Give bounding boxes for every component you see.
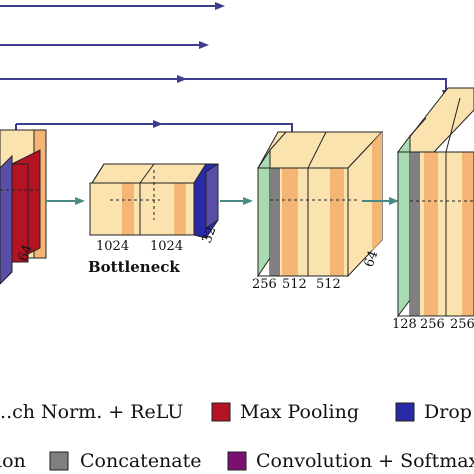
legend-label-max-pooling: Max Pooling bbox=[240, 401, 359, 423]
skip-connections bbox=[0, 2, 450, 143]
bn-relu-layer bbox=[462, 152, 474, 316]
encoder-channel-label: 64 bbox=[16, 243, 36, 264]
legend-swatch-max-pooling bbox=[211, 402, 231, 422]
encoder-block: 64 bbox=[0, 129, 47, 285]
skip-connection-line bbox=[160, 123, 296, 143]
concatenate-layer bbox=[257, 148, 271, 278]
bn-relu-layer bbox=[424, 152, 438, 316]
bn-relu-layer bbox=[174, 183, 186, 235]
legend-label-concatenate: Concatenate bbox=[80, 450, 202, 472]
legend-swatch-dropout bbox=[395, 402, 415, 422]
concatenate-layer bbox=[397, 134, 411, 318]
bottleneck-block: 1024 1024 32 Bottleneck bbox=[88, 163, 220, 276]
legend-label-bn-relu: ...ch Norm. + ReLU bbox=[0, 401, 183, 423]
bottleneck-channel-label: 32 bbox=[200, 225, 220, 246]
bn-relu-layer bbox=[122, 183, 134, 235]
legend: ...ch Norm. + ReLU Max Pooling Drop ion … bbox=[0, 401, 474, 472]
upsampling-block-1: 256 512 512 64 bbox=[252, 130, 384, 292]
legend-label-dropout: Drop bbox=[424, 401, 472, 423]
bn-relu-layer bbox=[330, 168, 344, 276]
legend-label-softmax: Convolution + Softmax bbox=[256, 450, 474, 472]
skip-connection-line bbox=[184, 78, 450, 100]
bn-relu-layer bbox=[282, 168, 298, 276]
up1-side-label: 64 bbox=[362, 249, 382, 270]
concatenate-layer bbox=[270, 168, 280, 276]
bottleneck-channel-label: 1024 bbox=[96, 239, 129, 254]
upsampling-block-2: 128 256 256 bbox=[392, 87, 474, 332]
up2-channel-label: 256 bbox=[450, 317, 474, 332]
up2-channel-label: 128 bbox=[392, 317, 417, 332]
bottleneck-channel-label: 1024 bbox=[150, 239, 183, 254]
legend-swatch-concatenate bbox=[49, 451, 69, 471]
up1-channel-label: 512 bbox=[282, 277, 307, 292]
legend-swatch-softmax bbox=[227, 451, 247, 471]
bottleneck-title: Bottleneck bbox=[88, 258, 180, 276]
up1-channel-label: 256 bbox=[252, 277, 277, 292]
up1-channel-label: 512 bbox=[316, 277, 341, 292]
up2-channel-label: 256 bbox=[420, 317, 445, 332]
concatenate-layer bbox=[410, 152, 420, 316]
legend-label-convolution: ion bbox=[0, 450, 26, 472]
